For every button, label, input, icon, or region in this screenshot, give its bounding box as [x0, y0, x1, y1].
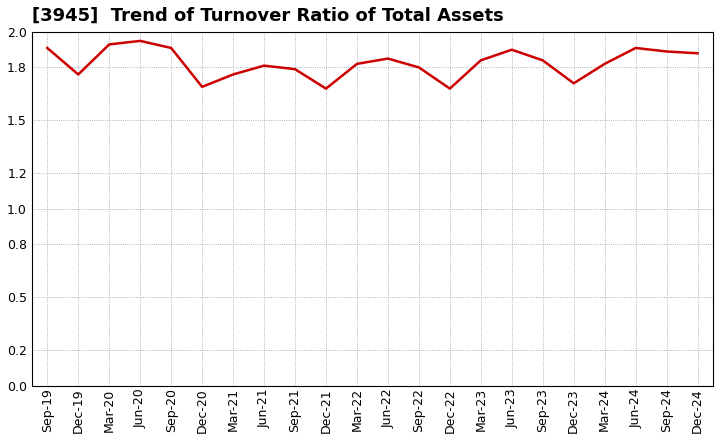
Text: [3945]  Trend of Turnover Ratio of Total Assets: [3945] Trend of Turnover Ratio of Total … [32, 7, 503, 25]
